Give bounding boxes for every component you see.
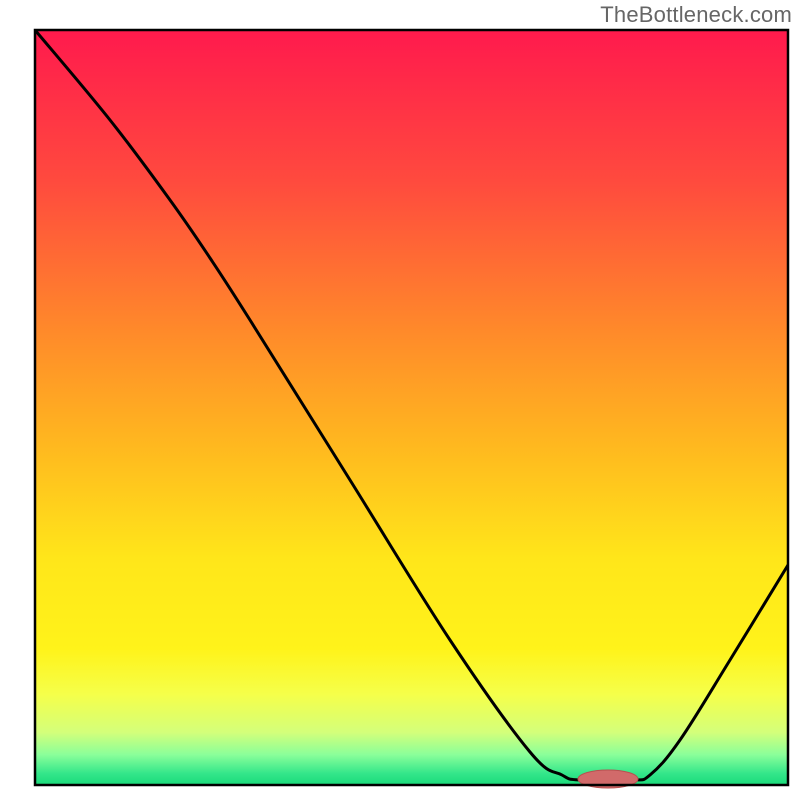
- bottleneck-chart: [0, 0, 800, 800]
- chart-container: TheBottleneck.com: [0, 0, 800, 800]
- plot-background: [35, 30, 788, 785]
- watermark-text: TheBottleneck.com: [600, 2, 792, 28]
